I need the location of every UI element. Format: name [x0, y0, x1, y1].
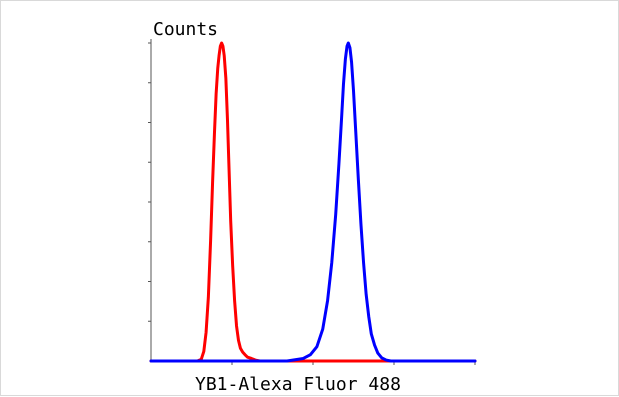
series-line-0	[149, 41, 477, 363]
axes	[148, 39, 476, 365]
series-layer	[149, 41, 477, 363]
y-axis-label: Counts	[153, 19, 218, 40]
series-line-1	[149, 41, 477, 363]
x-axis-label: YB1-Alexa Fluor 488	[195, 374, 401, 395]
